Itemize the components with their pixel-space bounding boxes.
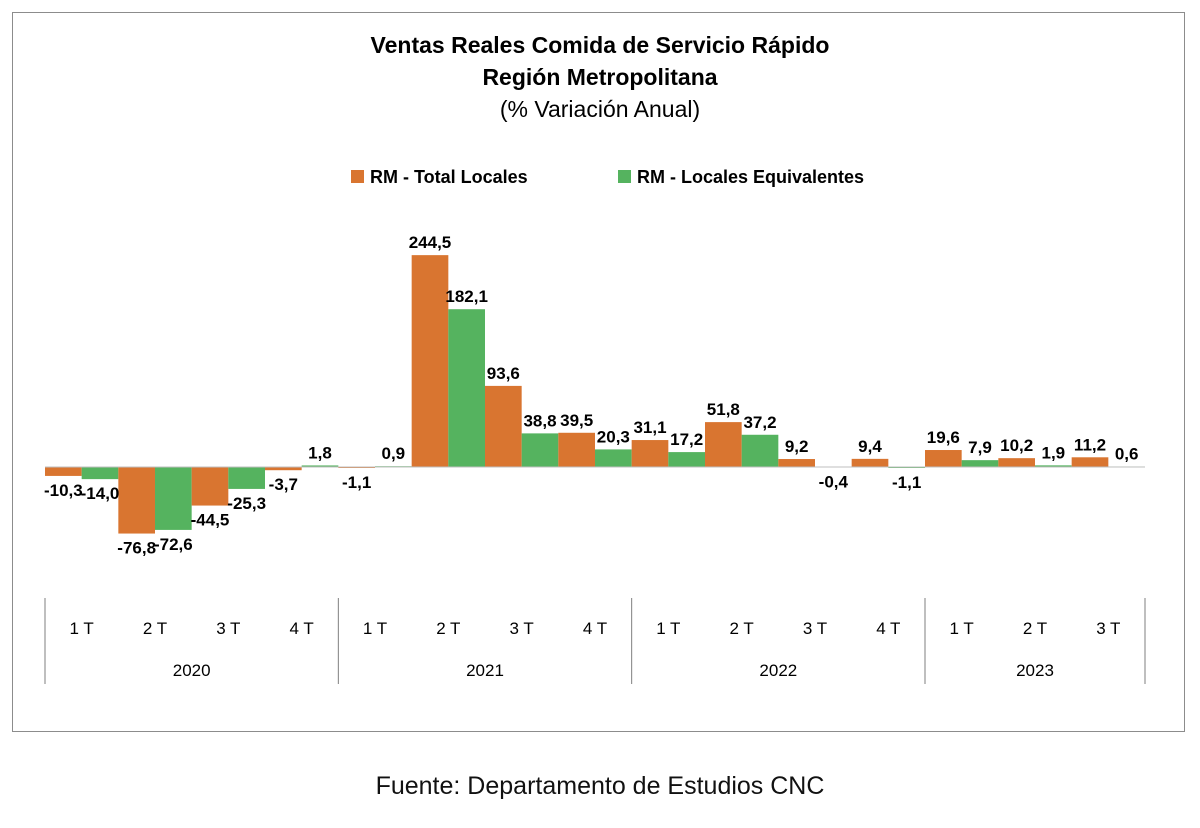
data-label-total-0: -10,3 (44, 481, 83, 500)
tick-label-year-2022: 2022 (759, 661, 797, 680)
tick-label-quarter-14: 3 T (1096, 619, 1120, 638)
data-label-total-11: 9,4 (858, 437, 882, 456)
bar-equiv-1 (155, 467, 192, 530)
legend-label-equiv: RM - Locales Equivalentes (637, 167, 864, 187)
data-label-total-5: 244,5 (409, 233, 452, 252)
data-label-equiv-14: 0,6 (1115, 444, 1139, 463)
category-axis: 1 T 2 T 3 T 4 T 1 T 2 T 3 T 4 T 1 T 2 T 3 T 4 T 1 T 2… (44, 598, 1146, 684)
legend: RM - Total Locales RM - Locales Equivale… (351, 167, 864, 187)
data-label-equiv-3: 1,8 (308, 443, 332, 462)
data-label-total-2: -44,5 (191, 511, 230, 530)
bar-total-10 (778, 459, 815, 467)
bar-total-11 (851, 458, 889, 467)
tick-label-quarter-9: 2 T (730, 619, 754, 638)
bar-total-9 (705, 422, 742, 467)
tick-label-year-2023: 2023 (1016, 661, 1054, 680)
tick-label-quarter-3: 4 T (290, 619, 314, 638)
bar-equiv-13 (1035, 465, 1072, 467)
data-label-equiv-10: -0,4 (819, 472, 849, 491)
bar-total-5 (411, 255, 449, 467)
data-label-total-10: 9,2 (785, 437, 809, 456)
tick-label-year-2021: 2021 (466, 661, 504, 680)
tick-label-quarter-4: 1 T (363, 619, 387, 638)
bar-equiv-0 (81, 467, 119, 480)
chart-units: (% Variación Anual) (500, 96, 700, 122)
data-label-equiv-6: 38,8 (523, 411, 556, 430)
bar-total-6 (485, 385, 522, 467)
bar-total-14 (1071, 457, 1109, 467)
bar-total-0 (45, 467, 82, 476)
bar-total-2 (191, 467, 229, 506)
data-label-equiv-13: 1,9 (1042, 443, 1066, 462)
bar-equiv-2 (228, 467, 265, 489)
bar-equiv-8 (668, 452, 705, 467)
legend-swatch-equiv (618, 170, 631, 183)
tick-label-year-2020: 2020 (173, 661, 211, 680)
source-note: Fuente: Departamento de Estudios CNC (375, 772, 825, 800)
bar-total-1 (118, 467, 155, 534)
data-label-equiv-2: -25,3 (227, 494, 266, 513)
legend-swatch-total (351, 170, 364, 183)
bars-layer (45, 255, 1145, 534)
tick-label-quarter-0: 1 T (70, 619, 94, 638)
tick-label-quarter-5: 2 T (436, 619, 460, 638)
data-labels-layer: -10,3-14,0 -76,8-72,6 -44,5-25,3-3,7 1,8 -1,… (44, 233, 1139, 557)
data-label-total-7: 39,5 (560, 411, 593, 430)
tick-label-quarter-8: 1 T (656, 619, 680, 638)
data-label-equiv-5: 182,1 (445, 287, 488, 306)
data-label-equiv-0: -14,0 (81, 484, 120, 503)
data-label-total-13: 10,2 (1000, 436, 1033, 455)
data-label-total-3: -3,7 (269, 475, 298, 494)
tick-label-quarter-7: 4 T (583, 619, 607, 638)
data-label-total-9: 51,8 (707, 400, 740, 419)
bar-equiv-12 (961, 460, 999, 467)
chart-frame (12, 12, 1185, 732)
tick-label-quarter-11: 4 T (876, 619, 900, 638)
data-label-equiv-12: 7,9 (968, 438, 992, 457)
data-label-total-4: -1,1 (342, 473, 371, 492)
bar-total-8 (631, 440, 669, 467)
data-label-total-1: -76,8 (117, 539, 156, 558)
bar-total-3 (265, 467, 302, 471)
data-label-equiv-1: -72,6 (154, 535, 193, 554)
chart-subtitle: Región Metropolitana (482, 64, 717, 90)
tick-label-quarter-6: 3 T (510, 619, 534, 638)
bar-equiv-9 (741, 434, 779, 467)
data-label-total-12: 19,6 (927, 428, 960, 447)
tick-label-quarter-13: 2 T (1023, 619, 1047, 638)
tick-label-quarter-2: 3 T (216, 619, 240, 638)
tick-label-quarter-1: 2 T (143, 619, 167, 638)
bar-equiv-7 (595, 449, 632, 467)
bar-total-13 (998, 458, 1035, 467)
legend-label-total: RM - Total Locales (370, 167, 528, 187)
bar-equiv-6 (521, 433, 559, 467)
data-label-total-14: 11,2 (1074, 435, 1106, 454)
data-label-equiv-8: 17,2 (670, 430, 703, 449)
bar-total-7 (558, 432, 595, 467)
data-label-equiv-9: 37,2 (743, 413, 776, 432)
tick-label-quarter-12: 1 T (950, 619, 974, 638)
bar-equiv-3 (301, 465, 339, 467)
bar-equiv-5 (448, 309, 485, 467)
data-label-total-6: 93,6 (487, 364, 520, 383)
tick-label-quarter-10: 3 T (803, 619, 827, 638)
chart-title: Ventas Reales Comida de Servicio Rápido (371, 32, 830, 58)
bar-total-12 (925, 450, 962, 467)
data-label-equiv-7: 20,3 (597, 427, 630, 446)
data-label-total-8: 31,1 (633, 418, 666, 437)
chart-svg: Ventas Reales Comida de Servicio Rápido … (44, 32, 1146, 684)
data-label-equiv-4: 0,9 (382, 444, 406, 463)
data-label-equiv-11: -1,1 (892, 473, 921, 492)
